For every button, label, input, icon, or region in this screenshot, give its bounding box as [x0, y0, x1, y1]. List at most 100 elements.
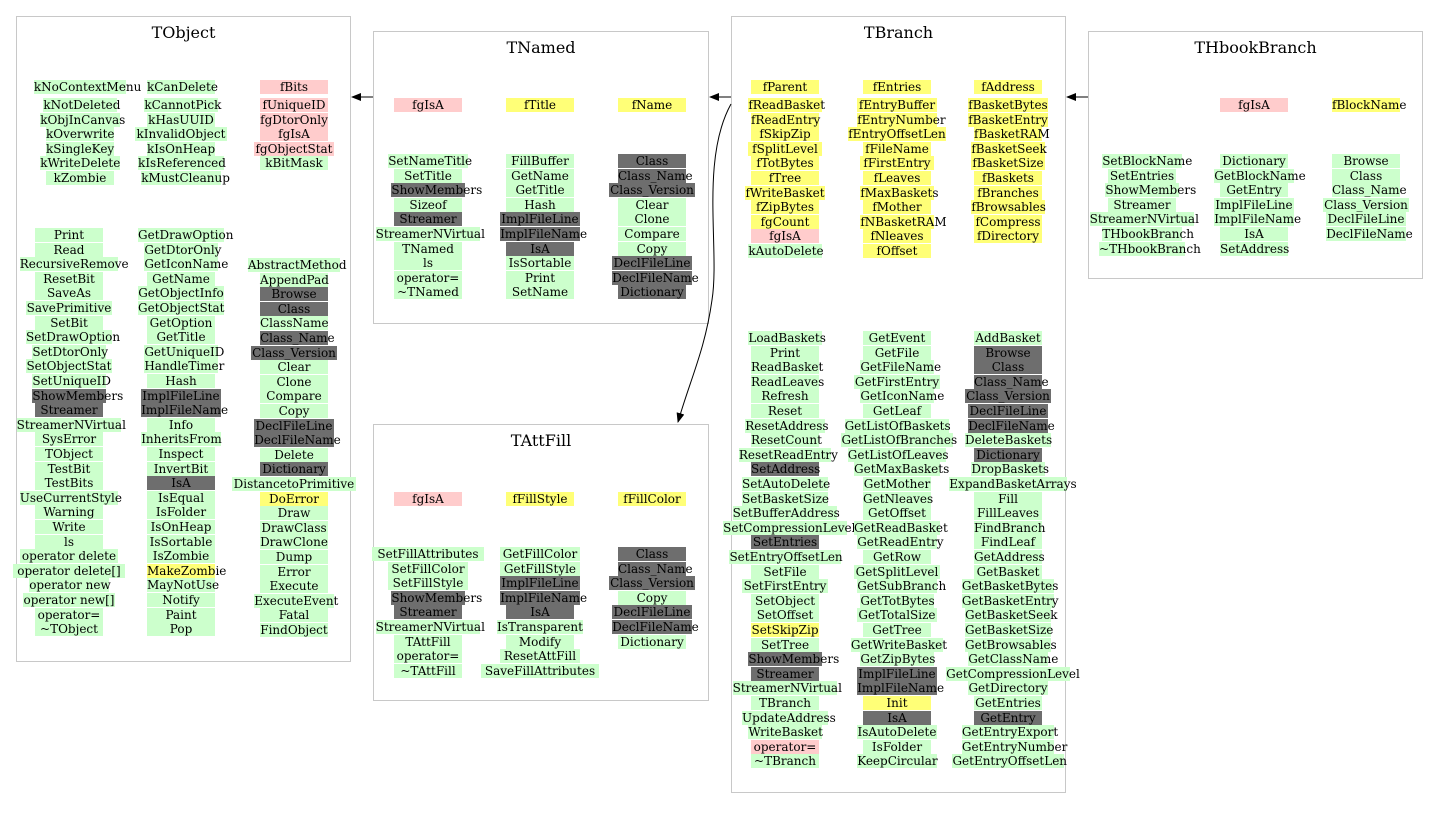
member-class-version: Class_Version	[965, 389, 1051, 404]
member-getbasket: GetBasket	[974, 564, 1042, 579]
member-kisreferenced: kIsReferenced	[138, 156, 226, 171]
member-class-name: Class_Name	[974, 374, 1049, 389]
member-operator-new: operator new[]	[22, 593, 116, 607]
member-getname: GetName	[506, 168, 574, 183]
member-showmembers: ShowMembers	[748, 652, 840, 667]
member-getnleaves: GetNleaves	[863, 491, 934, 506]
member-getoffset: GetOffset	[863, 506, 931, 521]
member-fgisa: fgIsA	[751, 229, 819, 244]
member-declfilename: DeclFileName	[1326, 227, 1413, 241]
member-getleaf: GetLeaf	[863, 404, 931, 418]
member-getrow: GetRow	[863, 550, 931, 564]
member-dictionary: Dictionary	[1220, 154, 1288, 168]
member-classname: ClassName	[260, 316, 329, 331]
member-print: Print	[35, 228, 103, 242]
member-draw: Draw	[260, 506, 328, 521]
member-fbits: fBits	[260, 80, 328, 94]
member-ksinglekey: kSingleKey	[46, 141, 115, 156]
member-copy: Copy	[260, 404, 328, 418]
member-ls: ls	[394, 256, 462, 271]
member-declfileline: DeclFileLine	[968, 404, 1048, 418]
member-implfileline: ImplFileLine	[500, 576, 580, 591]
member-isautodelete: IsAutoDelete	[857, 725, 937, 740]
member-getbasketseek: GetBasketSeek	[965, 608, 1058, 623]
member-fentries: fEntries	[863, 80, 931, 94]
member-declfileline: DeclFileLine	[1326, 212, 1406, 227]
member-getentryexport: GetEntryExport	[961, 725, 1059, 740]
member-streamernvirtual: StreamerNVirtual	[375, 620, 485, 634]
member-class-name: Class_Name	[618, 561, 693, 576]
member-getentries: GetEntries	[974, 696, 1042, 710]
member-getlistofbaskets: GetListOfBaskets	[844, 418, 951, 433]
member-write: Write	[35, 520, 103, 534]
member-execute: Execute	[260, 579, 328, 594]
member-operator: operator=	[751, 739, 819, 754]
member-freadbasket: fReadBasket	[748, 98, 826, 112]
member-findbranch: FindBranch	[974, 520, 1046, 535]
member-tnamed: TNamed	[394, 241, 462, 256]
member-getentry: GetEntry	[1220, 183, 1288, 198]
member-ls: ls	[35, 534, 103, 549]
member-addbasket: AddBasket	[974, 331, 1042, 345]
member-fbasketseek: fBasketSeek	[971, 141, 1047, 156]
member-browse: Browse	[1332, 154, 1400, 168]
member-fillleaves: FillLeaves	[974, 506, 1042, 521]
member-gettotalsize: GetTotalSize	[857, 608, 937, 623]
member-getwritebasket: GetWriteBasket	[850, 637, 948, 652]
member-setskipzip: SetSkipZip	[751, 623, 819, 637]
member-hash: Hash	[147, 374, 215, 388]
member-info: Info	[147, 417, 215, 432]
member-getbasketbytes: GetBasketBytes	[961, 579, 1059, 594]
member-resetbit: ResetBit	[35, 271, 103, 286]
member-getfile: GetFile	[863, 345, 931, 360]
member-operator-delete: operator delete	[19, 549, 119, 564]
class-title: THbookBranch	[1194, 38, 1317, 57]
member-fgisa: fgIsA	[394, 98, 462, 112]
member-setentries: SetEntries	[751, 535, 819, 550]
class-title: TObject	[151, 23, 216, 42]
member-fparent: fParent	[751, 80, 819, 94]
member-clear: Clear	[618, 197, 686, 212]
member-setuniqueid: SetUniqueID	[32, 374, 112, 388]
member-setobjectstat: SetObjectStat	[26, 359, 112, 374]
member-readleaves: ReadLeaves	[751, 374, 825, 389]
member-inspect: Inspect	[147, 447, 215, 461]
member-fbasketram: fBasketRAM	[974, 127, 1050, 142]
member-streamer: Streamer	[394, 212, 462, 227]
member-getclassname: GetClassName	[968, 652, 1059, 667]
member-knotdeleted: kNotDeleted	[43, 98, 121, 112]
member-distancetoprimitive: DistancetoPrimitive	[232, 477, 356, 491]
member-fbaskets: fBaskets	[974, 171, 1042, 185]
member-resetattfill: ResetAttFill	[500, 649, 580, 664]
member-gettitle: GetTitle	[147, 330, 215, 345]
member-operator: operator=	[394, 270, 462, 285]
member-setdtoronly: SetDtorOnly	[32, 344, 109, 359]
member-kcandelete: kCanDelete	[147, 80, 218, 94]
member-dictionary: Dictionary	[260, 462, 328, 477]
member-delete: Delete	[260, 447, 328, 462]
member-class: Class	[618, 154, 686, 168]
member-pop: Pop	[147, 622, 215, 637]
member-setname: SetName	[506, 285, 574, 300]
member-class-version: Class_Version	[609, 576, 695, 591]
member-funiqueid: fUniqueID	[260, 98, 328, 112]
member-gettotbytes: GetTotBytes	[860, 593, 935, 608]
member-modify: Modify	[506, 634, 574, 649]
member-setaddress: SetAddress	[1220, 241, 1290, 256]
member-setfillcolor: SetFillColor	[388, 561, 468, 576]
member-kwritedelete: kWriteDelete	[40, 156, 121, 171]
member-clear: Clear	[260, 360, 328, 375]
member-dump: Dump	[260, 550, 328, 564]
member-streamernvirtual: StreamerNVirtual	[16, 417, 126, 432]
member-fentrybuffer: fEntryBuffer	[857, 98, 937, 112]
member-getbasketsize: GetBasketSize	[965, 623, 1054, 637]
member-getobjectinfo: GetObjectInfo	[138, 286, 224, 301]
member-fgisa: fgIsA	[260, 127, 328, 142]
member-print: Print	[506, 270, 574, 285]
member-getobjectstat: GetObjectStat	[138, 301, 225, 315]
member-keepcircular: KeepCircular	[857, 754, 938, 769]
member-inheritsfrom: InheritsFrom	[141, 432, 222, 447]
member-setfillattributes: SetFillAttributes	[372, 547, 484, 561]
member-declfilename: DeclFileName	[612, 270, 699, 285]
member-copy: Copy	[618, 241, 686, 256]
